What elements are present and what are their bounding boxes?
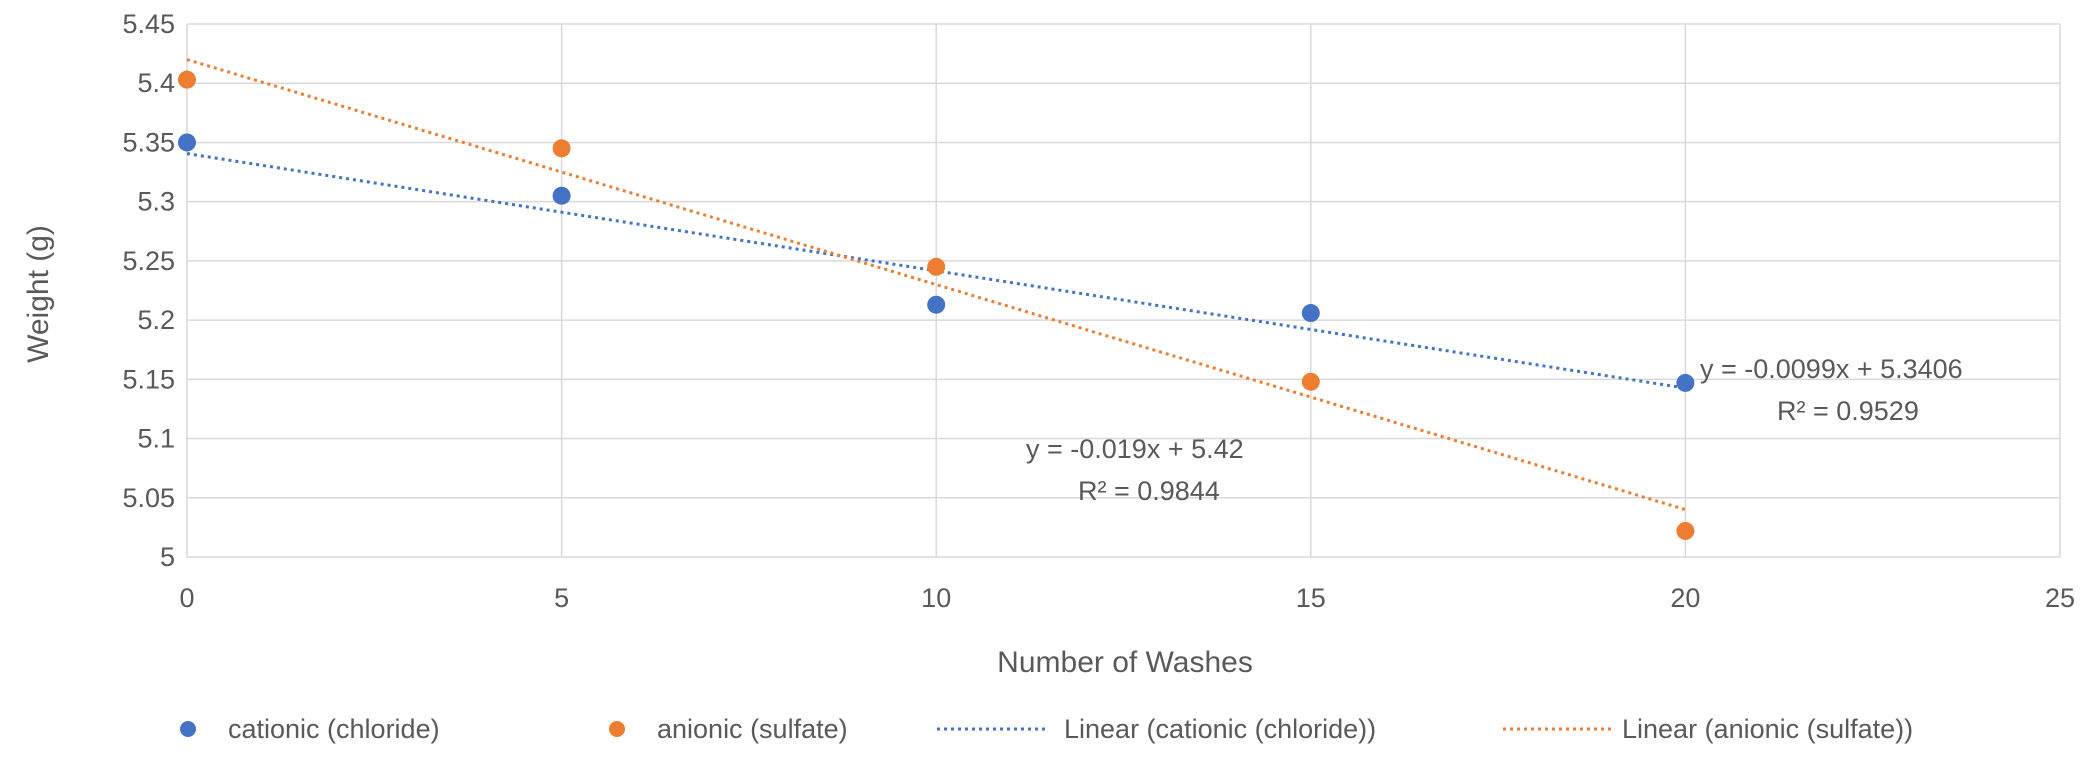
anionic-r2: R² = 0.9844 [1078, 476, 1220, 506]
anionic-point-1 [552, 139, 571, 158]
legend: cationic (chloride) anionic (sulfate) Line… [180, 714, 1913, 744]
y-tick-label-2: 5.1 [137, 424, 175, 454]
x-axis-ticks: 0 5 10 15 20 25 [179, 583, 2075, 613]
x-tick-label-1: 5 [554, 583, 569, 613]
grid-lines [186, 23, 2061, 558]
cationic-point-3 [1301, 304, 1320, 323]
anionic-point-2 [927, 257, 946, 276]
y-tick-label-4: 5.2 [137, 305, 175, 335]
legend-label-cationic: cationic (chloride) [228, 714, 440, 744]
y-tick-label-1: 5.05 [122, 483, 175, 513]
trendline-anionic [186, 58, 1686, 512]
y-axis-title: Weight (g) [22, 225, 55, 363]
x-tick-label-4: 20 [1670, 583, 1700, 613]
x-tick-label-5: 25 [2045, 583, 2075, 613]
x-tick-label-2: 10 [921, 583, 951, 613]
y-tick-label-3: 5.15 [122, 364, 175, 394]
y-tick-label-7: 5.35 [122, 127, 175, 157]
data-points [178, 70, 1695, 540]
y-tick-label-9: 5.45 [122, 9, 175, 39]
cationic-r2: R² = 0.9529 [1777, 396, 1919, 426]
trendline-equations: y = -0.0099x + 5.3406 R² = 0.9529 y = -0… [1026, 354, 1963, 506]
legend-label-linear-anionic: Linear (anionic (sulfate)) [1622, 714, 1913, 744]
legend-marker-cationic [180, 721, 196, 737]
y-tick-label-6: 5.3 [137, 187, 175, 217]
x-axis-title: Number of Washes [997, 646, 1253, 679]
cationic-equation: y = -0.0099x + 5.3406 [1700, 354, 1963, 384]
legend-label-linear-cationic: Linear (cationic (chloride)) [1064, 714, 1376, 744]
y-tick-label-5: 5.25 [122, 246, 175, 276]
x-tick-label-3: 15 [1296, 583, 1326, 613]
cationic-point-2 [927, 295, 946, 314]
y-tick-label-8: 5.4 [137, 68, 175, 98]
anionic-point-0 [178, 70, 196, 89]
x-tick-label-0: 0 [179, 583, 194, 613]
cationic-point-0 [178, 133, 196, 152]
cationic-point-4 [1676, 373, 1695, 392]
legend-label-anionic: anionic (sulfate) [657, 714, 848, 744]
y-tick-label-0: 5 [160, 542, 175, 572]
anionic-point-3 [1301, 372, 1320, 391]
y-axis-ticks: 5 5.05 5.1 5.15 5.2 5.25 5.3 5.35 5.4 5.45 [122, 9, 175, 572]
legend-marker-anionic [609, 721, 625, 737]
cationic-point-1 [552, 186, 571, 205]
anionic-point-4 [1676, 521, 1695, 540]
anionic-equation: y = -0.019x + 5.42 [1026, 434, 1244, 464]
